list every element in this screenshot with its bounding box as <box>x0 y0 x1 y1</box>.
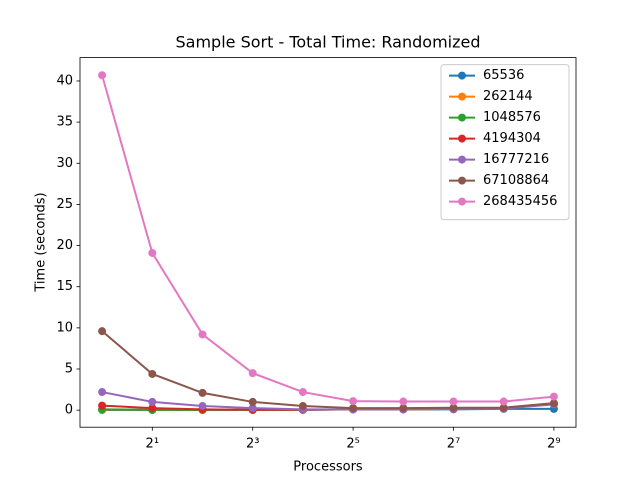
marker <box>198 388 207 397</box>
marker <box>349 404 358 413</box>
y-tick-label: 30 <box>56 156 73 171</box>
legend-marker <box>458 134 466 143</box>
x-axis-label: Processors <box>293 460 363 475</box>
marker <box>198 330 207 339</box>
y-tick-label: 20 <box>56 238 73 253</box>
legend-label: 268435456 <box>483 194 557 209</box>
legend-marker <box>458 71 466 80</box>
y-tick-label: 5 <box>65 362 73 377</box>
plot-area <box>79 57 577 428</box>
marker <box>148 369 157 378</box>
legend-marker <box>458 113 466 122</box>
marker <box>148 404 157 413</box>
legend-label: 262144 <box>483 89 533 104</box>
legend-label: 1048576 <box>483 110 541 125</box>
marker <box>148 397 157 406</box>
marker <box>148 248 157 257</box>
x-tick-label: 2¹ <box>146 437 159 452</box>
series <box>98 327 558 413</box>
x-tick-label: 2⁹ <box>547 437 560 452</box>
marker <box>399 404 408 413</box>
marker <box>298 402 307 411</box>
marker <box>98 401 107 410</box>
marker <box>399 397 408 406</box>
y-tick-label: 35 <box>56 115 73 130</box>
y-tick-label: 15 <box>56 279 73 294</box>
marker <box>499 397 508 406</box>
marker <box>349 397 358 406</box>
marker <box>248 369 257 378</box>
series <box>98 71 558 406</box>
marker <box>298 388 307 397</box>
marker <box>98 388 107 397</box>
legend-marker <box>458 176 466 185</box>
legend-marker <box>458 155 466 164</box>
legend-label: 16777216 <box>483 152 549 167</box>
x-tick-label: 2⁷ <box>447 437 460 452</box>
line <box>101 74 554 403</box>
legend-label: 4194304 <box>483 131 541 146</box>
marker <box>549 399 558 408</box>
marker <box>549 392 558 401</box>
legend-marker <box>458 92 466 101</box>
x-tick-label: 2⁵ <box>346 437 359 452</box>
y-tick-label: 0 <box>65 403 73 418</box>
y-tick-label: 10 <box>56 320 73 335</box>
x-tick-label: 2³ <box>246 437 259 452</box>
marker <box>98 71 107 80</box>
line <box>101 391 554 411</box>
marker <box>198 402 207 411</box>
chart-title: Sample Sort - Total Time: Randomized <box>176 33 481 52</box>
line <box>101 330 554 410</box>
y-tick-label: 25 <box>56 197 73 212</box>
marker <box>248 397 257 406</box>
legend-marker <box>458 197 466 206</box>
y-axis-label: Time (seconds) <box>34 192 49 292</box>
legend-label: 65536 <box>483 68 524 83</box>
marker <box>449 403 458 412</box>
legend-label: 67108864 <box>483 173 549 188</box>
marker <box>98 327 107 336</box>
legend: 65536 262144 1048576 4194304 16777216 6710886… <box>440 64 570 221</box>
marker <box>499 403 508 412</box>
marker <box>248 404 257 413</box>
y-tick-label: 40 <box>56 73 73 88</box>
marker <box>449 397 458 406</box>
